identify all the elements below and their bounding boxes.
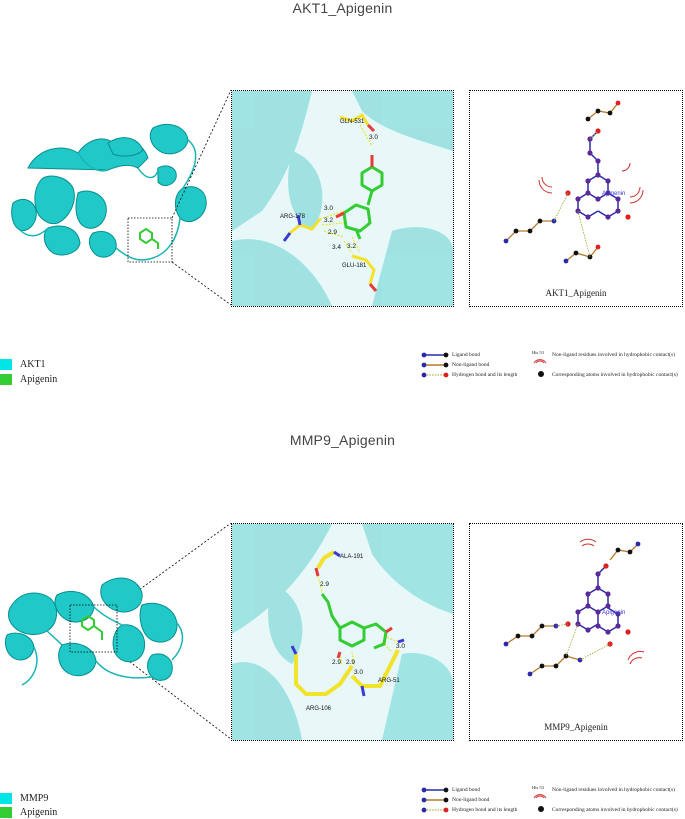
residue-label: GLU-181 — [342, 263, 367, 269]
akt1-ligplot-diagram: Apigenin AKT1_Apigenin — [469, 90, 683, 307]
distance-label: 2.9 — [332, 659, 341, 666]
swatch-label: Apigenin — [20, 373, 58, 385]
panel-title-mmp9: MMP9_Apigenin — [289, 432, 396, 448]
akt1-protein-structure — [11, 124, 207, 263]
protein-color-swatch — [0, 792, 12, 804]
legend-nonligand-bond: Non-ligand bond — [452, 797, 490, 803]
swatch-label: AKT1 — [20, 358, 46, 370]
residue-label: ARG-51 — [378, 678, 400, 684]
distance-label: 3.2 — [347, 243, 356, 250]
distance-label: 2.9 — [346, 659, 355, 666]
legend-hydrophobic-sample: His 53 — [532, 350, 544, 355]
ligand-label: Apigenin — [602, 191, 625, 197]
distance-label: 3.4 — [332, 244, 341, 251]
legend-ligand-bond: Ligand bond — [452, 787, 480, 793]
distance-label: 3.0 — [354, 669, 363, 676]
swatch-label: Apigenin — [20, 806, 58, 818]
legend-hydrophobic: Non-ligand residues involved in hydropho… — [552, 352, 675, 358]
legend-hbond: Hydrogen bond and its length — [452, 372, 518, 378]
residue-label: ARG-178 — [280, 214, 306, 220]
mmp9-binding-site-zoom: ALA-191 2.9 2.9 2.9 3.0 3.0 ARG-106 ARG-… — [231, 523, 454, 741]
residue-label: GLN-531 — [340, 119, 365, 125]
legend-swatch-ligand: Apigenin — [0, 805, 57, 819]
distance-label: 3.2 — [324, 217, 333, 224]
legend-ligand-bond: Ligand bond — [452, 352, 480, 358]
ligplot-legend: Ligand bond Non-ligand bond Hydrogen bon… — [420, 785, 685, 818]
akt1-binding-site-zoom: GLN-531 3.0 ARG-178 3.0 3.2 2.9 3.4 3.2 … — [231, 90, 454, 307]
legend-hydrophobic: Non-ligand residues involved in hydropho… — [552, 787, 675, 793]
mmp9-protein-structure — [4, 577, 184, 686]
legend-corresponding: Corresponding atoms involved in hydropho… — [552, 807, 678, 813]
legend-hbond: Hydrogen bond and its length — [452, 807, 518, 813]
legend-swatch-protein: AKT1 — [0, 357, 46, 371]
ligand-label: Apigenin — [602, 610, 625, 616]
residue-label: ARG-106 — [306, 706, 332, 712]
distance-label: 2.9 — [328, 229, 337, 236]
distance-label: 3.0 — [396, 643, 405, 650]
distance-label: 3.0 — [369, 134, 378, 141]
mmp9-ligplot-diagram: Apigenin MMP9_Apigenin — [469, 523, 683, 741]
ligplot-caption: MMP9_Apigenin — [544, 722, 608, 732]
ligand-color-swatch — [0, 373, 12, 385]
legend-swatch-ligand: Apigenin — [0, 372, 57, 386]
distance-label: 2.9 — [320, 581, 329, 588]
legend-corresponding: Corresponding atoms involved in hydropho… — [552, 372, 678, 378]
legend-nonligand-bond: Non-ligand bond — [452, 362, 490, 368]
swatch-label: MMP9 — [20, 792, 49, 804]
residue-label: ALA-191 — [340, 554, 364, 560]
panel-title-akt1: AKT1_Apigenin — [292, 0, 393, 16]
legend-hydrophobic-sample: His 53 — [532, 785, 544, 790]
ligplot-legend: Ligand bond Non-ligand bond Hydrogen bon… — [420, 350, 685, 395]
protein-color-swatch — [0, 358, 12, 370]
ligplot-caption: AKT1_Apigenin — [545, 288, 607, 298]
legend-swatch-protein: MMP9 — [0, 791, 48, 805]
ligand-color-swatch — [0, 806, 12, 818]
distance-label: 3.0 — [324, 205, 333, 212]
